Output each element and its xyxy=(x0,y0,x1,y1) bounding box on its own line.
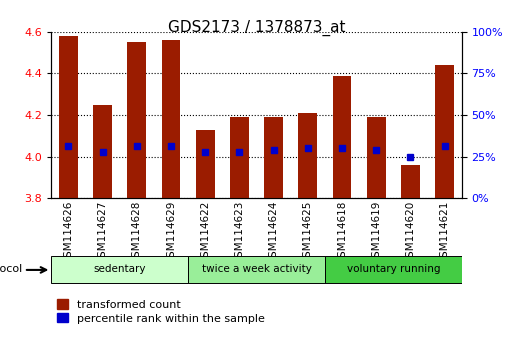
Text: GDS2173 / 1378873_at: GDS2173 / 1378873_at xyxy=(168,19,345,36)
Bar xyxy=(401,165,420,198)
Bar xyxy=(367,117,386,198)
Legend: transformed count, percentile rank within the sample: transformed count, percentile rank withi… xyxy=(57,299,265,324)
Text: protocol: protocol xyxy=(0,264,22,274)
Bar xyxy=(127,42,146,198)
Bar xyxy=(264,117,283,198)
Bar xyxy=(299,113,317,198)
Text: sedentary: sedentary xyxy=(93,264,146,274)
Bar xyxy=(59,36,78,198)
Bar xyxy=(230,117,249,198)
Bar xyxy=(162,40,181,198)
Bar xyxy=(332,75,351,198)
Bar xyxy=(325,256,462,284)
Bar xyxy=(188,256,325,284)
Text: twice a week activity: twice a week activity xyxy=(202,264,311,274)
Bar xyxy=(196,130,214,198)
Bar xyxy=(435,65,454,198)
Text: voluntary running: voluntary running xyxy=(347,264,440,274)
Bar xyxy=(93,105,112,198)
Bar xyxy=(51,256,188,284)
